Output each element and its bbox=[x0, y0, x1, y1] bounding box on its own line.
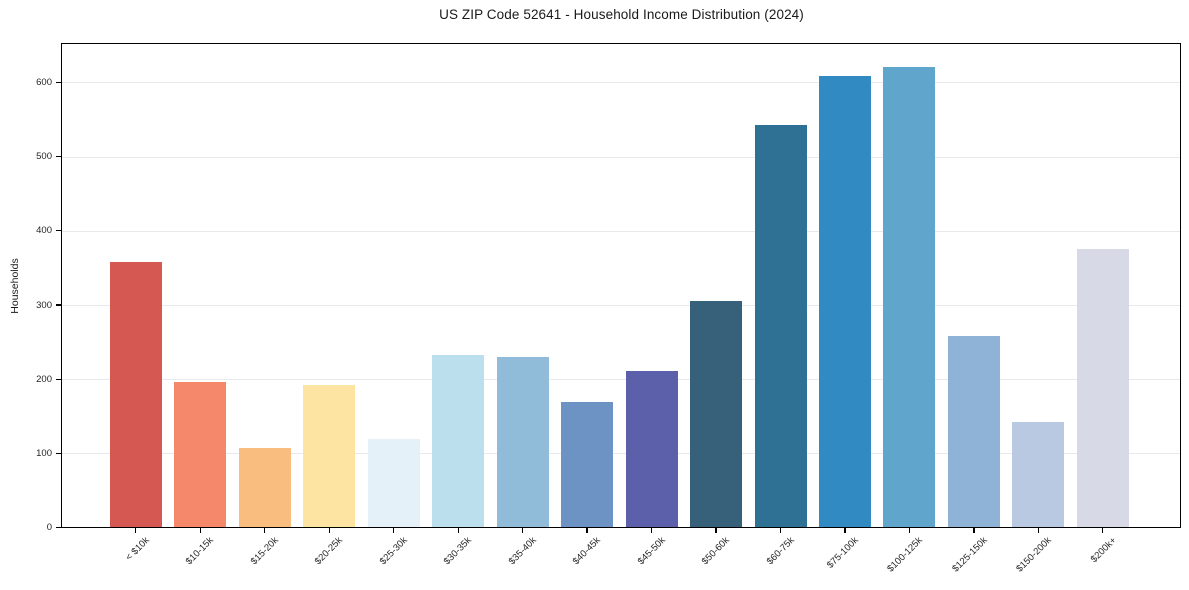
x-tick-label: $100-125k bbox=[885, 535, 926, 575]
bar-150-200k bbox=[1012, 421, 1065, 528]
x-tick-mark bbox=[457, 528, 459, 533]
gridline-500 bbox=[62, 156, 1180, 158]
y-tick-label: 300 bbox=[36, 299, 52, 311]
x-tick-mark bbox=[650, 528, 653, 533]
y-tick-mark bbox=[56, 81, 61, 83]
bar-15-20k bbox=[238, 448, 291, 528]
x-tick-label: $50-60k bbox=[699, 535, 732, 568]
x-tick-label: $10-15k bbox=[183, 535, 216, 568]
x-tick-mark bbox=[844, 528, 846, 533]
bar-125-150k bbox=[947, 336, 1000, 528]
gridline-400 bbox=[62, 230, 1180, 232]
x-tick-label: $20-25k bbox=[312, 535, 345, 568]
x-tick-mark bbox=[1037, 528, 1039, 533]
bar-60-75k bbox=[754, 124, 807, 528]
x-tick-label: $125-150k bbox=[950, 535, 990, 575]
bar-25-30k bbox=[367, 439, 420, 528]
bar-50-60k bbox=[690, 300, 743, 528]
gridline-100 bbox=[62, 453, 1180, 455]
bar-20-25k bbox=[303, 385, 356, 528]
x-tick-mark bbox=[393, 528, 395, 533]
bar-45-50k bbox=[625, 371, 678, 528]
x-tick-label: $75-100k bbox=[824, 535, 861, 571]
x-tick-mark bbox=[779, 528, 782, 533]
x-tick-label: $200k+ bbox=[1088, 535, 1119, 566]
x-tick-mark bbox=[199, 528, 201, 533]
y-tick-mark bbox=[56, 452, 61, 455]
x-tick-mark bbox=[715, 528, 717, 533]
gridline-200 bbox=[62, 379, 1180, 381]
y-tick-mark bbox=[56, 230, 61, 232]
x-tick-mark bbox=[586, 528, 588, 533]
y-tick-label: 500 bbox=[36, 151, 52, 163]
x-tick-label: $60-75k bbox=[764, 535, 797, 568]
x-tick-label: $35-40k bbox=[506, 535, 539, 568]
bar-35-40k bbox=[496, 356, 549, 528]
bar-30-35k bbox=[432, 355, 485, 528]
x-tick-mark bbox=[135, 528, 137, 533]
x-tick-mark bbox=[973, 528, 975, 533]
x-tick-mark bbox=[521, 528, 524, 533]
x-tick-mark bbox=[264, 528, 266, 533]
gridline-600 bbox=[62, 82, 1180, 84]
x-tick-label: $40-45k bbox=[570, 535, 603, 568]
y-tick-mark bbox=[56, 155, 61, 158]
chart-title: US ZIP Code 52641 - Household Income Dis… bbox=[439, 7, 804, 22]
bar-10k bbox=[109, 261, 162, 528]
bar-75-100k bbox=[818, 75, 871, 528]
y-tick-label: 600 bbox=[36, 76, 52, 88]
y-tick-label: 0 bbox=[46, 522, 52, 534]
y-tick-mark bbox=[56, 304, 61, 306]
x-tick-label: $45-50k bbox=[635, 535, 668, 568]
bar-40-45k bbox=[561, 402, 614, 528]
y-tick-mark bbox=[56, 527, 61, 529]
y-tick-label: 100 bbox=[36, 447, 52, 459]
y-tick-label: 400 bbox=[36, 225, 52, 237]
gridline-300 bbox=[62, 305, 1180, 306]
x-tick-mark bbox=[908, 528, 911, 533]
x-tick-label: $30-35k bbox=[441, 535, 474, 568]
x-tick-label: < $10k bbox=[123, 535, 152, 564]
bar-200k bbox=[1076, 248, 1129, 528]
x-tick-label: $25-30k bbox=[377, 535, 410, 568]
y-tick-mark bbox=[56, 378, 61, 380]
y-tick-label: 200 bbox=[36, 373, 52, 385]
x-tick-mark bbox=[328, 528, 330, 533]
x-tick-label: $150-200k bbox=[1014, 535, 1055, 575]
bar-100-125k bbox=[883, 67, 936, 528]
x-tick-mark bbox=[1102, 528, 1104, 533]
x-tick-label: $15-20k bbox=[248, 535, 281, 568]
bar-10-15k bbox=[174, 382, 227, 528]
